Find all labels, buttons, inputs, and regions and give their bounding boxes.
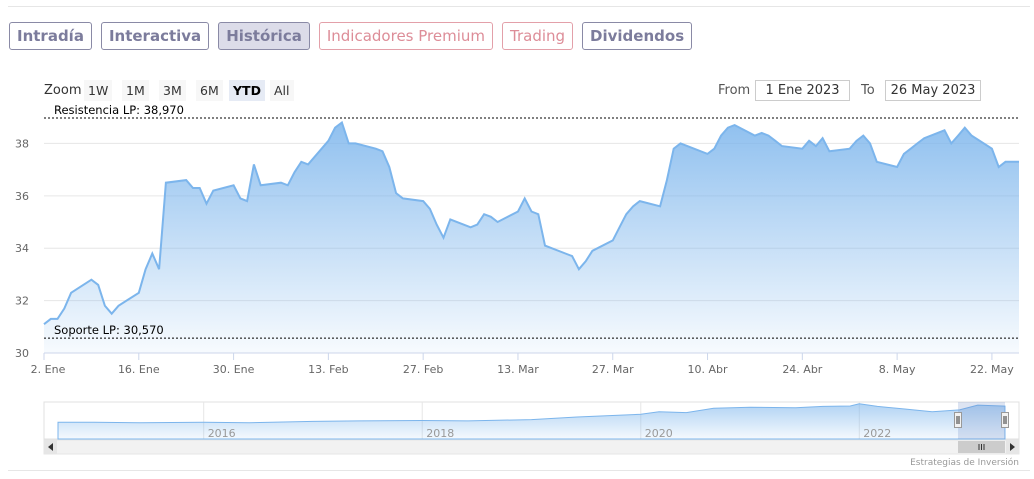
range-from-input[interactable]: 1 Ene 2023 [755,80,850,101]
x-tick-label: 30. Ene [213,363,255,376]
tab-intradia[interactable]: Intradía [9,22,92,50]
y-tick-label: 30 [15,347,29,360]
resistance-label: Resistencia LP: 38,970 [54,103,184,117]
range-from-label: From [718,83,751,98]
tab-interactiva[interactable]: Interactiva [100,22,210,50]
navigator-selection[interactable] [958,402,1005,439]
navigator-year-label: 2018 [426,427,454,440]
tab-historica[interactable]: Histórica [218,22,310,50]
zoom-label: Zoom [44,83,82,98]
tab-indicadores-premium[interactable]: Indicadores Premium [318,22,493,50]
y-tick-label: 38 [15,137,29,150]
x-tick-label: 13. Feb [308,363,348,376]
support-label: Soporte LP: 30,570 [54,323,164,337]
x-tick-label: 13. Mar [497,363,539,376]
x-tick-label: 2. Ene [31,363,66,376]
chart-tabs: Intradía Interactiva Histórica Indicador… [9,22,693,50]
range-to-input[interactable]: 26 May 2023 [885,80,981,101]
x-tick-label: 8. May [879,363,916,376]
y-axis-labels: 30 32 34 36 38 [15,137,29,360]
x-tick-label: 16. Ene [118,363,160,376]
scroll-left-arrow-icon [48,443,53,451]
navigator-area [57,403,1006,440]
x-tick-label: 27. Feb [403,363,443,376]
navigator-year-label: 2022 [863,427,891,440]
scrollbar[interactable] [43,439,1020,455]
range-to-label: To [861,83,875,98]
zoom-3m-button[interactable]: 3M [159,80,186,101]
navigator-year-labels: 2016 2018 2020 2022 [208,427,892,440]
navigator-left-handle[interactable] [954,412,962,428]
tab-dividendos[interactable]: Dividendos [582,22,693,50]
y-tick-label: 32 [15,295,29,308]
y-tick-label: 34 [15,242,29,255]
tab-trading[interactable]: Trading [502,22,574,50]
x-axis-labels: 2. Ene 16. Ene 30. Ene 13. Feb 27. Feb 13. Ma… [31,353,1014,376]
price-line [43,120,1019,325]
bottom-divider [8,470,1030,471]
navigator[interactable]: 2016 2018 2020 2022 [43,401,1020,440]
x-tick-label: 22. May [970,363,1014,376]
zoom-1w-button[interactable]: 1W [84,80,113,101]
zoom-6m-button[interactable]: 6M [196,80,223,101]
x-tick-label: 24. Abr [782,363,822,376]
plot-lines: Resistencia LP: 38,970 Soporte LP: 30,570 [44,103,1019,339]
x-tick-label: 10. Abr [688,363,728,376]
navigator-right-handle[interactable] [1001,412,1009,428]
zoom-1m-button[interactable]: 1M [122,80,149,101]
navigator-year-label: 2016 [208,427,236,440]
zoom-all-button[interactable]: All [270,80,294,101]
y-tick-label: 36 [15,190,29,203]
price-area [44,122,1019,353]
scroll-right-arrow-icon [1010,443,1015,451]
zoom-ytd-button[interactable]: YTD [229,80,265,101]
x-tick-label: 27. Mar [592,363,634,376]
top-divider [8,6,1030,7]
navigator-year-label: 2020 [645,427,673,440]
chart-credit: Estrategias de Inversión [910,458,1019,468]
scrollbar-track[interactable] [43,439,1020,455]
